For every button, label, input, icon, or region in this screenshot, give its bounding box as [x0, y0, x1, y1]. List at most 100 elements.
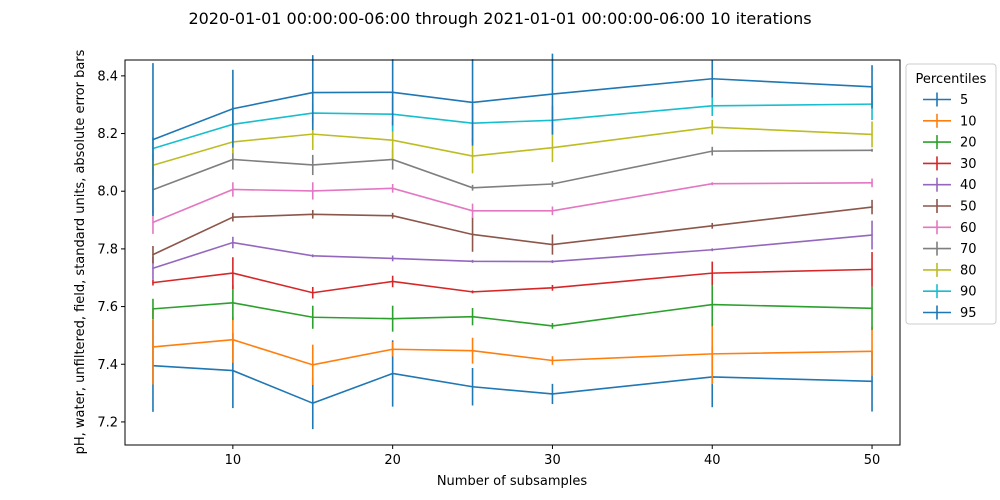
plot-area [125, 60, 900, 445]
series-60 [152, 178, 873, 234]
data-point [551, 260, 554, 263]
x-tick-label: 10 [225, 453, 242, 468]
data-point [551, 359, 554, 362]
data-point [551, 243, 554, 246]
data-point [711, 77, 714, 80]
data-point [391, 348, 394, 351]
legend-item: 90 [923, 284, 977, 300]
legend-item: 10 [923, 113, 977, 129]
legend-item: 80 [923, 262, 977, 278]
series-95 [152, 53, 873, 217]
data-point [311, 213, 314, 216]
series-line [152, 268, 873, 294]
legend-label: 70 [960, 242, 977, 257]
series-50 [152, 199, 873, 264]
data-point [471, 210, 474, 212]
legend-label: 5 [960, 93, 968, 108]
data-point [711, 272, 714, 274]
y-axis-label: pH, water, unfiltered, field, standard u… [73, 49, 88, 454]
data-point [311, 164, 314, 166]
legend-label: 95 [960, 306, 977, 321]
y-tick-label: 7.8 [97, 242, 118, 257]
data-point [551, 287, 554, 289]
data-point [711, 225, 714, 227]
legend-frame [905, 63, 997, 325]
data-point [871, 307, 873, 310]
series-line [152, 234, 873, 269]
y-tick-label: 8.2 [97, 127, 118, 142]
legend-label: 50 [960, 200, 977, 215]
data-point [311, 316, 314, 319]
data-point [711, 353, 714, 355]
data-point [152, 308, 154, 310]
y-tick-label: 7.2 [97, 415, 118, 430]
data-point [471, 155, 474, 157]
data-point [391, 187, 394, 190]
data-point [311, 364, 314, 366]
x-tick-label: 40 [704, 453, 721, 468]
x-axis-label: Number of subsamples [437, 474, 588, 489]
legend-items: 5 10 20 30 40 50 60 70 80 90 95 [923, 92, 977, 321]
data-point [232, 241, 234, 244]
data-point [311, 255, 314, 257]
legend-label: 10 [960, 114, 977, 129]
series-line [152, 364, 873, 405]
data-point [871, 206, 873, 208]
data-point [391, 158, 394, 161]
legend-item: 40 [923, 177, 977, 193]
x-tick-label: 50 [864, 453, 881, 468]
legend-item: 30 [923, 156, 977, 172]
data-point [152, 346, 154, 348]
data-point [152, 253, 154, 256]
data-point [391, 257, 394, 260]
series-line [152, 206, 873, 256]
y-tick-label: 8.4 [97, 69, 118, 84]
data-point [311, 91, 314, 94]
legend: Percentiles 5 10 20 30 40 50 60 70 80 90 95 [905, 63, 997, 325]
data-point [232, 338, 234, 341]
data-point [471, 260, 474, 263]
series-line [152, 103, 873, 150]
legend-item: 70 [923, 241, 977, 257]
series-10 [152, 309, 873, 386]
y-tick-label: 7.4 [97, 358, 118, 373]
legend-item: 20 [923, 135, 977, 151]
legend-item: 95 [923, 305, 977, 321]
data-point [471, 315, 474, 318]
legend-item: 5 [923, 92, 968, 108]
series-line [152, 77, 873, 141]
y-axis-ticks: 7.2 7.4 7.6 7.8 8.0 8.2 8.4 [97, 69, 125, 430]
series-layer [152, 53, 873, 430]
data-point [551, 146, 554, 149]
data-point [471, 349, 474, 352]
data-point [551, 325, 554, 327]
data-point [391, 280, 394, 283]
data-point [232, 302, 234, 304]
series-line [152, 338, 873, 366]
data-point [551, 93, 554, 95]
data-point [711, 248, 714, 251]
data-point [871, 182, 873, 184]
data-point [711, 105, 714, 107]
x-tick-label: 30 [544, 453, 561, 468]
data-point [232, 369, 234, 372]
data-point [232, 107, 234, 110]
data-point [871, 133, 873, 136]
data-point [311, 133, 314, 135]
y-tick-label: 7.6 [97, 300, 118, 315]
x-axis-ticks: 10 20 30 40 50 [225, 445, 881, 468]
legend-label: 90 [960, 285, 977, 300]
data-point [471, 186, 474, 189]
data-point [311, 402, 314, 404]
data-point [711, 182, 714, 185]
data-point [232, 188, 234, 191]
data-point [232, 272, 234, 274]
data-point [391, 91, 394, 94]
series-line [152, 149, 873, 191]
series-line [152, 302, 873, 327]
legend-label: 80 [960, 263, 977, 278]
data-point [391, 317, 394, 320]
data-point [551, 183, 554, 185]
y-tick-label: 8.0 [97, 185, 118, 200]
